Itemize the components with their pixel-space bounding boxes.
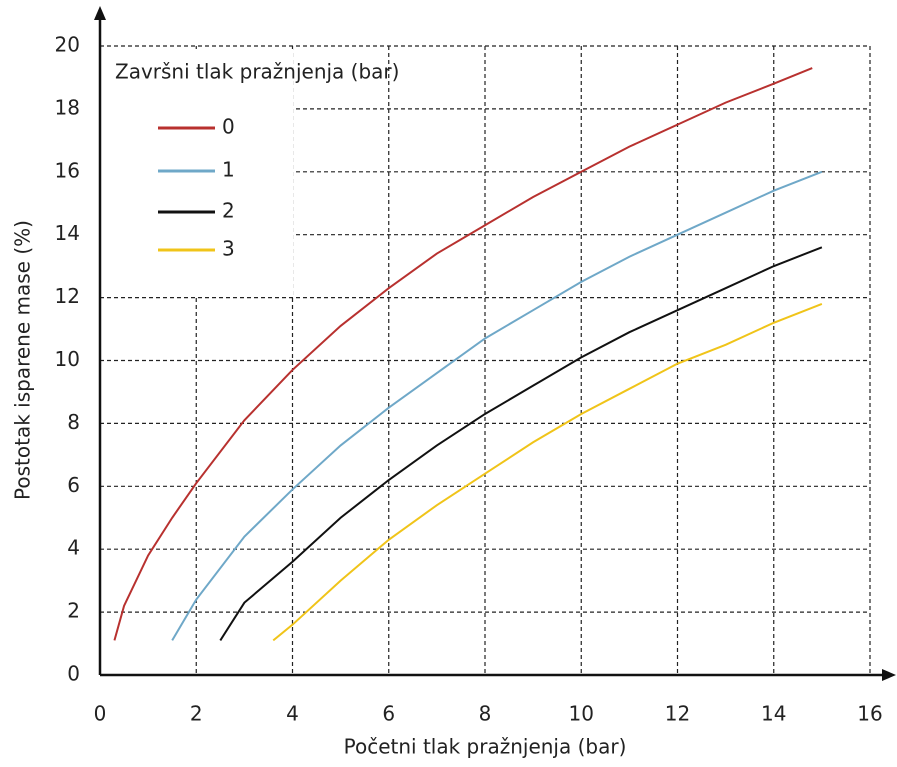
- y-axis-arrow: [94, 6, 106, 20]
- y-tick-label: 12: [55, 284, 80, 308]
- x-tick-label: 2: [190, 702, 203, 726]
- x-tick-label: 10: [569, 702, 594, 726]
- x-tick-label: 12: [665, 702, 690, 726]
- y-tick-label: 6: [67, 473, 80, 497]
- line-series: [171, 170, 823, 641]
- y-tick-label: 4: [67, 536, 80, 560]
- y-tick-label: 16: [55, 158, 80, 182]
- y-tick-label: 18: [55, 95, 80, 119]
- y-tick-label: 20: [55, 33, 80, 57]
- y-tick-label: 2: [67, 599, 80, 623]
- x-tick-label: 4: [286, 702, 299, 726]
- x-axis-arrow: [882, 669, 896, 681]
- y-tick-label: 14: [55, 221, 80, 245]
- x-tick-label: 14: [761, 702, 786, 726]
- line-series: [219, 246, 823, 641]
- y-tick-label: 8: [67, 410, 80, 434]
- x-axis-label: Početni tlak pražnjenja (bar): [344, 735, 627, 759]
- plot: [113, 67, 823, 642]
- legend-label: 3: [222, 237, 235, 261]
- line-series: [113, 67, 813, 641]
- y-tick-label: 10: [55, 347, 80, 371]
- legend-label: 0: [222, 115, 235, 139]
- y-axis-label: Postotak isparene mase (%): [11, 220, 35, 500]
- x-tick-label: 8: [479, 702, 492, 726]
- x-tick-label: 16: [857, 702, 882, 726]
- legend-label: 1: [222, 158, 235, 182]
- legend-label: 2: [222, 199, 235, 223]
- x-tick-label: 0: [94, 702, 107, 726]
- line-series: [272, 302, 823, 642]
- x-tick-label: 6: [382, 702, 395, 726]
- legend-title: Završni tlak pražnjenja (bar): [115, 60, 399, 84]
- y-tick-label: 0: [67, 662, 80, 686]
